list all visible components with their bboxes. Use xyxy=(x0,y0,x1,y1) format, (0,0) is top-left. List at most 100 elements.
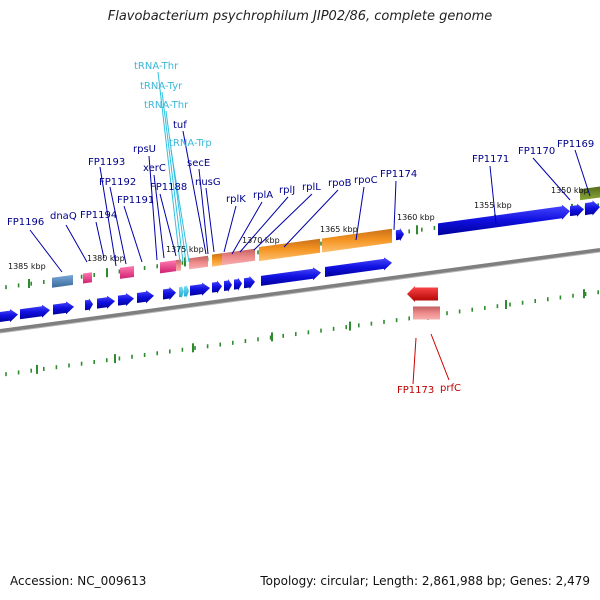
forward-gene-arrow[interactable] xyxy=(570,203,584,217)
kbp-label: 1350 kbp xyxy=(551,186,589,195)
gene-label-tuf[interactable]: tuf xyxy=(173,120,187,131)
kbp-label: 1375 kbp xyxy=(166,245,204,254)
trna-arrow[interactable] xyxy=(184,284,189,298)
kbp-label: 1385 kbp xyxy=(8,262,46,271)
gene-label-fp1171[interactable]: FP1171 xyxy=(472,154,509,165)
gene-leader-line xyxy=(532,157,571,201)
forward-gene-arrow[interactable] xyxy=(163,287,176,301)
genome-backbone xyxy=(0,248,600,334)
trna-leader-line xyxy=(161,91,184,263)
forward-gene-arrow[interactable] xyxy=(325,257,392,278)
gene-block-rplk[interactable] xyxy=(212,253,222,267)
gene-block-sece[interactable] xyxy=(189,255,208,270)
gene-leader-line xyxy=(231,201,263,255)
forward-gene-arrow[interactable] xyxy=(438,204,570,236)
forward-gene-arrow[interactable] xyxy=(224,278,232,292)
gene-leader-line xyxy=(223,205,237,253)
gene-leader-line xyxy=(198,168,209,255)
gene-label-nusg[interactable]: nusG xyxy=(195,177,221,188)
gene-label-fp1192[interactable]: FP1192 xyxy=(99,177,136,188)
gene-leader-line xyxy=(29,229,63,273)
forward-gene-arrow[interactable] xyxy=(137,290,154,304)
topology-summary: Topology: circular; Length: 2,861,988 bp… xyxy=(260,574,590,588)
forward-gene-arrow[interactable] xyxy=(118,293,134,307)
gene-leader-line xyxy=(393,180,397,231)
gene-label-prfc[interactable]: prfC xyxy=(440,383,461,394)
kbp-label: 1355 kbp xyxy=(474,201,512,210)
gene-leader-line xyxy=(253,193,313,251)
gene-leader-line xyxy=(574,149,591,197)
gene-block-prfc[interactable] xyxy=(413,306,440,320)
gene-leader-line xyxy=(283,189,339,248)
forward-gene-arrow[interactable] xyxy=(234,277,242,291)
gene-leader-line xyxy=(489,165,497,225)
gene-label-xerc[interactable]: xerC xyxy=(143,163,166,174)
inner-tick-track xyxy=(5,289,600,377)
accession-text: Accession: NC_009613 xyxy=(10,574,147,588)
gene-label-rpoc[interactable]: rpoC xyxy=(354,175,378,186)
reverse-gene-arrow[interactable] xyxy=(407,286,438,302)
gene-label-fp1193[interactable]: FP1193 xyxy=(88,157,125,168)
gene-block-xerc[interactable] xyxy=(176,259,181,272)
gene-label-dnaq[interactable]: dnaQ xyxy=(50,211,77,222)
forward-gene-arrow[interactable] xyxy=(244,275,255,289)
gene-block-fp1194[interactable] xyxy=(83,272,92,284)
gene-label-rpsu[interactable]: rpsU xyxy=(133,144,156,155)
gene-label-fp1196[interactable]: FP1196 xyxy=(7,217,44,228)
gene-leader-line xyxy=(109,186,127,265)
trna-arrow[interactable] xyxy=(179,285,184,299)
forward-gene-arrow[interactable] xyxy=(212,280,222,294)
forward-gene-arrow[interactable] xyxy=(20,304,50,320)
forward-gene-arrow[interactable] xyxy=(585,200,600,216)
gene-label-rpob[interactable]: rpoB xyxy=(328,178,352,189)
gene-leader-line xyxy=(239,196,289,253)
gene-block-rpla[interactable] xyxy=(222,248,255,266)
gene-leader-line xyxy=(153,174,165,259)
forward-gene-arrow[interactable] xyxy=(0,309,18,323)
gene-block-dnaq[interactable] xyxy=(52,274,73,288)
gene-label-fp1169[interactable]: FP1169 xyxy=(557,139,594,150)
reverse-leader-line xyxy=(412,337,417,385)
kbp-label: 1380 kbp xyxy=(87,254,125,263)
trna-label[interactable]: tRNA-Thr xyxy=(134,61,179,72)
genome-title: Flavobacterium psychrophilum JIP02/86, c… xyxy=(107,9,493,24)
gene-block-fp1169[interactable] xyxy=(580,186,600,201)
gene-label-rpla[interactable]: rplA xyxy=(253,190,273,201)
gene-label-fp1174[interactable]: FP1174 xyxy=(380,169,417,180)
trna-label[interactable]: tRNA-Trp xyxy=(169,138,212,149)
gene-leader-line xyxy=(159,193,177,257)
gene-leader-line xyxy=(182,130,207,255)
gene-leader-line xyxy=(65,224,88,263)
gene-block-rpob[interactable] xyxy=(259,238,320,262)
gene-label-fp1170[interactable]: FP1170 xyxy=(518,146,555,157)
gene-label-sece[interactable]: secE xyxy=(187,158,210,169)
forward-gene-arrow[interactable] xyxy=(85,298,93,312)
gene-block-rpoc[interactable] xyxy=(322,228,392,253)
trna-leader-line xyxy=(170,149,190,263)
trna-label[interactable]: tRNA-Tyr xyxy=(140,81,183,92)
gene-label-fp1188[interactable]: FP1188 xyxy=(150,182,187,193)
gene-label-fp1191[interactable]: FP1191 xyxy=(117,195,154,206)
forward-gene-arrow[interactable] xyxy=(53,301,74,315)
gene-label-rpll[interactable]: rplL xyxy=(302,182,321,193)
gene-label-fp1194[interactable]: FP1194 xyxy=(80,210,117,221)
forward-gene-arrow[interactable] xyxy=(190,282,210,296)
kbp-label: 1370 kbp xyxy=(242,236,280,245)
forward-gene-arrow[interactable] xyxy=(97,295,115,309)
gene-label-rplk[interactable]: rplK xyxy=(226,194,246,205)
trna-leader-line xyxy=(165,110,187,263)
reverse-leader-line xyxy=(430,333,450,381)
gene-label-rplj[interactable]: rplJ xyxy=(279,185,295,196)
trna-label[interactable]: tRNA-Thr xyxy=(144,100,189,111)
gene-block-fp1188[interactable] xyxy=(160,260,176,274)
trna-leader-line xyxy=(157,71,181,263)
gene-leader-line xyxy=(148,155,158,261)
gene-label-fp1173[interactable]: FP1173 xyxy=(397,385,434,396)
gene-block-fp1192[interactable] xyxy=(120,265,134,279)
forward-gene-arrow[interactable] xyxy=(261,267,321,286)
kbp-label: 1365 kbp xyxy=(320,225,358,234)
forward-gene-arrow[interactable] xyxy=(396,228,404,242)
gene-leader-line xyxy=(99,166,117,267)
gene-leader-line xyxy=(123,205,143,263)
